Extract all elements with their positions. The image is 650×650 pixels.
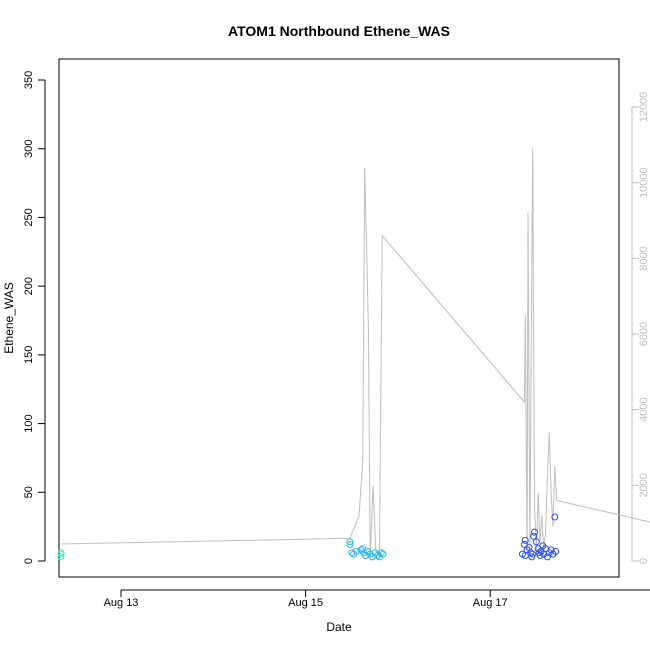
data-point bbox=[527, 549, 535, 557]
data-point bbox=[543, 553, 551, 561]
data-point bbox=[346, 538, 354, 546]
data-point bbox=[532, 538, 540, 546]
y-tick-label: 300 bbox=[23, 140, 35, 158]
data-point bbox=[535, 549, 543, 557]
data-point bbox=[552, 547, 560, 555]
data-point bbox=[521, 552, 529, 559]
x-tick-label: Aug 17 bbox=[473, 597, 508, 609]
x-axis-label: Date bbox=[326, 620, 352, 634]
data-point bbox=[362, 552, 370, 559]
data-point bbox=[551, 513, 559, 521]
data-point bbox=[379, 550, 387, 558]
x-tick-label: Aug 15 bbox=[288, 597, 323, 609]
y2-tick-label: 2000 bbox=[638, 473, 650, 497]
chart-title: ATOM1 Northbound Ethene_WAS bbox=[228, 23, 450, 39]
data-points-layer bbox=[57, 513, 560, 561]
y2-tick-label: 0 bbox=[638, 558, 650, 564]
y2-series-line bbox=[60, 148, 650, 558]
y2-tick-label: 10000 bbox=[638, 167, 650, 198]
data-point bbox=[352, 547, 360, 555]
data-point bbox=[547, 546, 555, 554]
y-tick-label: 200 bbox=[23, 277, 35, 295]
plot-frame bbox=[58, 58, 620, 578]
y-tick-label: 0 bbox=[23, 558, 35, 564]
y2-tick-label: 4000 bbox=[638, 397, 650, 421]
data-point bbox=[530, 532, 538, 540]
x-tick-label: Aug 13 bbox=[104, 597, 139, 609]
y2-tick-label: 12000 bbox=[638, 92, 650, 123]
data-point bbox=[529, 550, 537, 558]
data-point bbox=[521, 536, 529, 544]
y-tick-label: 100 bbox=[23, 414, 35, 432]
data-point bbox=[57, 549, 65, 557]
y-tick-label: 150 bbox=[23, 346, 35, 364]
data-point bbox=[377, 549, 385, 557]
y-tick-label: 250 bbox=[23, 208, 35, 226]
data-point bbox=[348, 549, 356, 557]
axes-layer: 0 50 100 150 200 250 300 350 0 2000 4000 6000 8000 10… bbox=[23, 71, 650, 609]
y-tick-label: 50 bbox=[23, 486, 35, 498]
data-point bbox=[531, 528, 538, 536]
y2-tick-label: 6000 bbox=[638, 322, 650, 346]
y-axis-label: Ethene_WAS bbox=[2, 282, 16, 354]
data-point bbox=[346, 541, 354, 548]
data-point bbox=[57, 553, 65, 561]
y2-tick-label: 8000 bbox=[638, 246, 650, 270]
y2-series-line-layer bbox=[60, 148, 650, 558]
y-tick-label: 350 bbox=[23, 71, 35, 89]
